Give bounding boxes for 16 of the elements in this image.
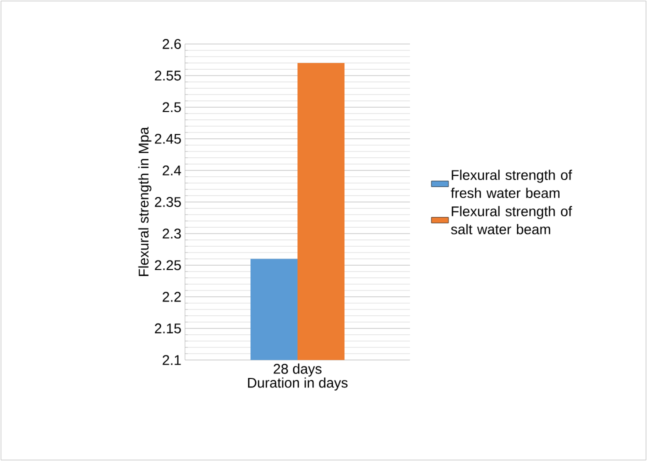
y-tick-label: 2.6 xyxy=(162,39,181,49)
y-axis-title: Flexural strength in Mpa xyxy=(138,126,152,276)
y-tick-label: 2.25 xyxy=(154,260,181,270)
y-tick-label: 2.15 xyxy=(154,323,181,334)
y-tick-label: 2.2 xyxy=(162,292,181,302)
x-tick-label: 28 days xyxy=(274,364,322,377)
y-tick-label: 2.4 xyxy=(162,166,182,176)
y-tick-label: 2.3 xyxy=(162,228,181,239)
legend-label: Flexural strength of fresh water beam xyxy=(450,170,572,198)
y-tick-label: 2.1 xyxy=(162,355,181,365)
y-tick-label: 2.45 xyxy=(154,134,181,144)
y-tick-label: 2.35 xyxy=(154,197,181,207)
x-axis-title: Duration in days xyxy=(248,377,348,390)
y-tick-label: 2.5 xyxy=(162,102,181,112)
legend-label: Flexural strength of salt water beam xyxy=(451,206,572,234)
y-tick-label: 2.55 xyxy=(154,70,181,81)
